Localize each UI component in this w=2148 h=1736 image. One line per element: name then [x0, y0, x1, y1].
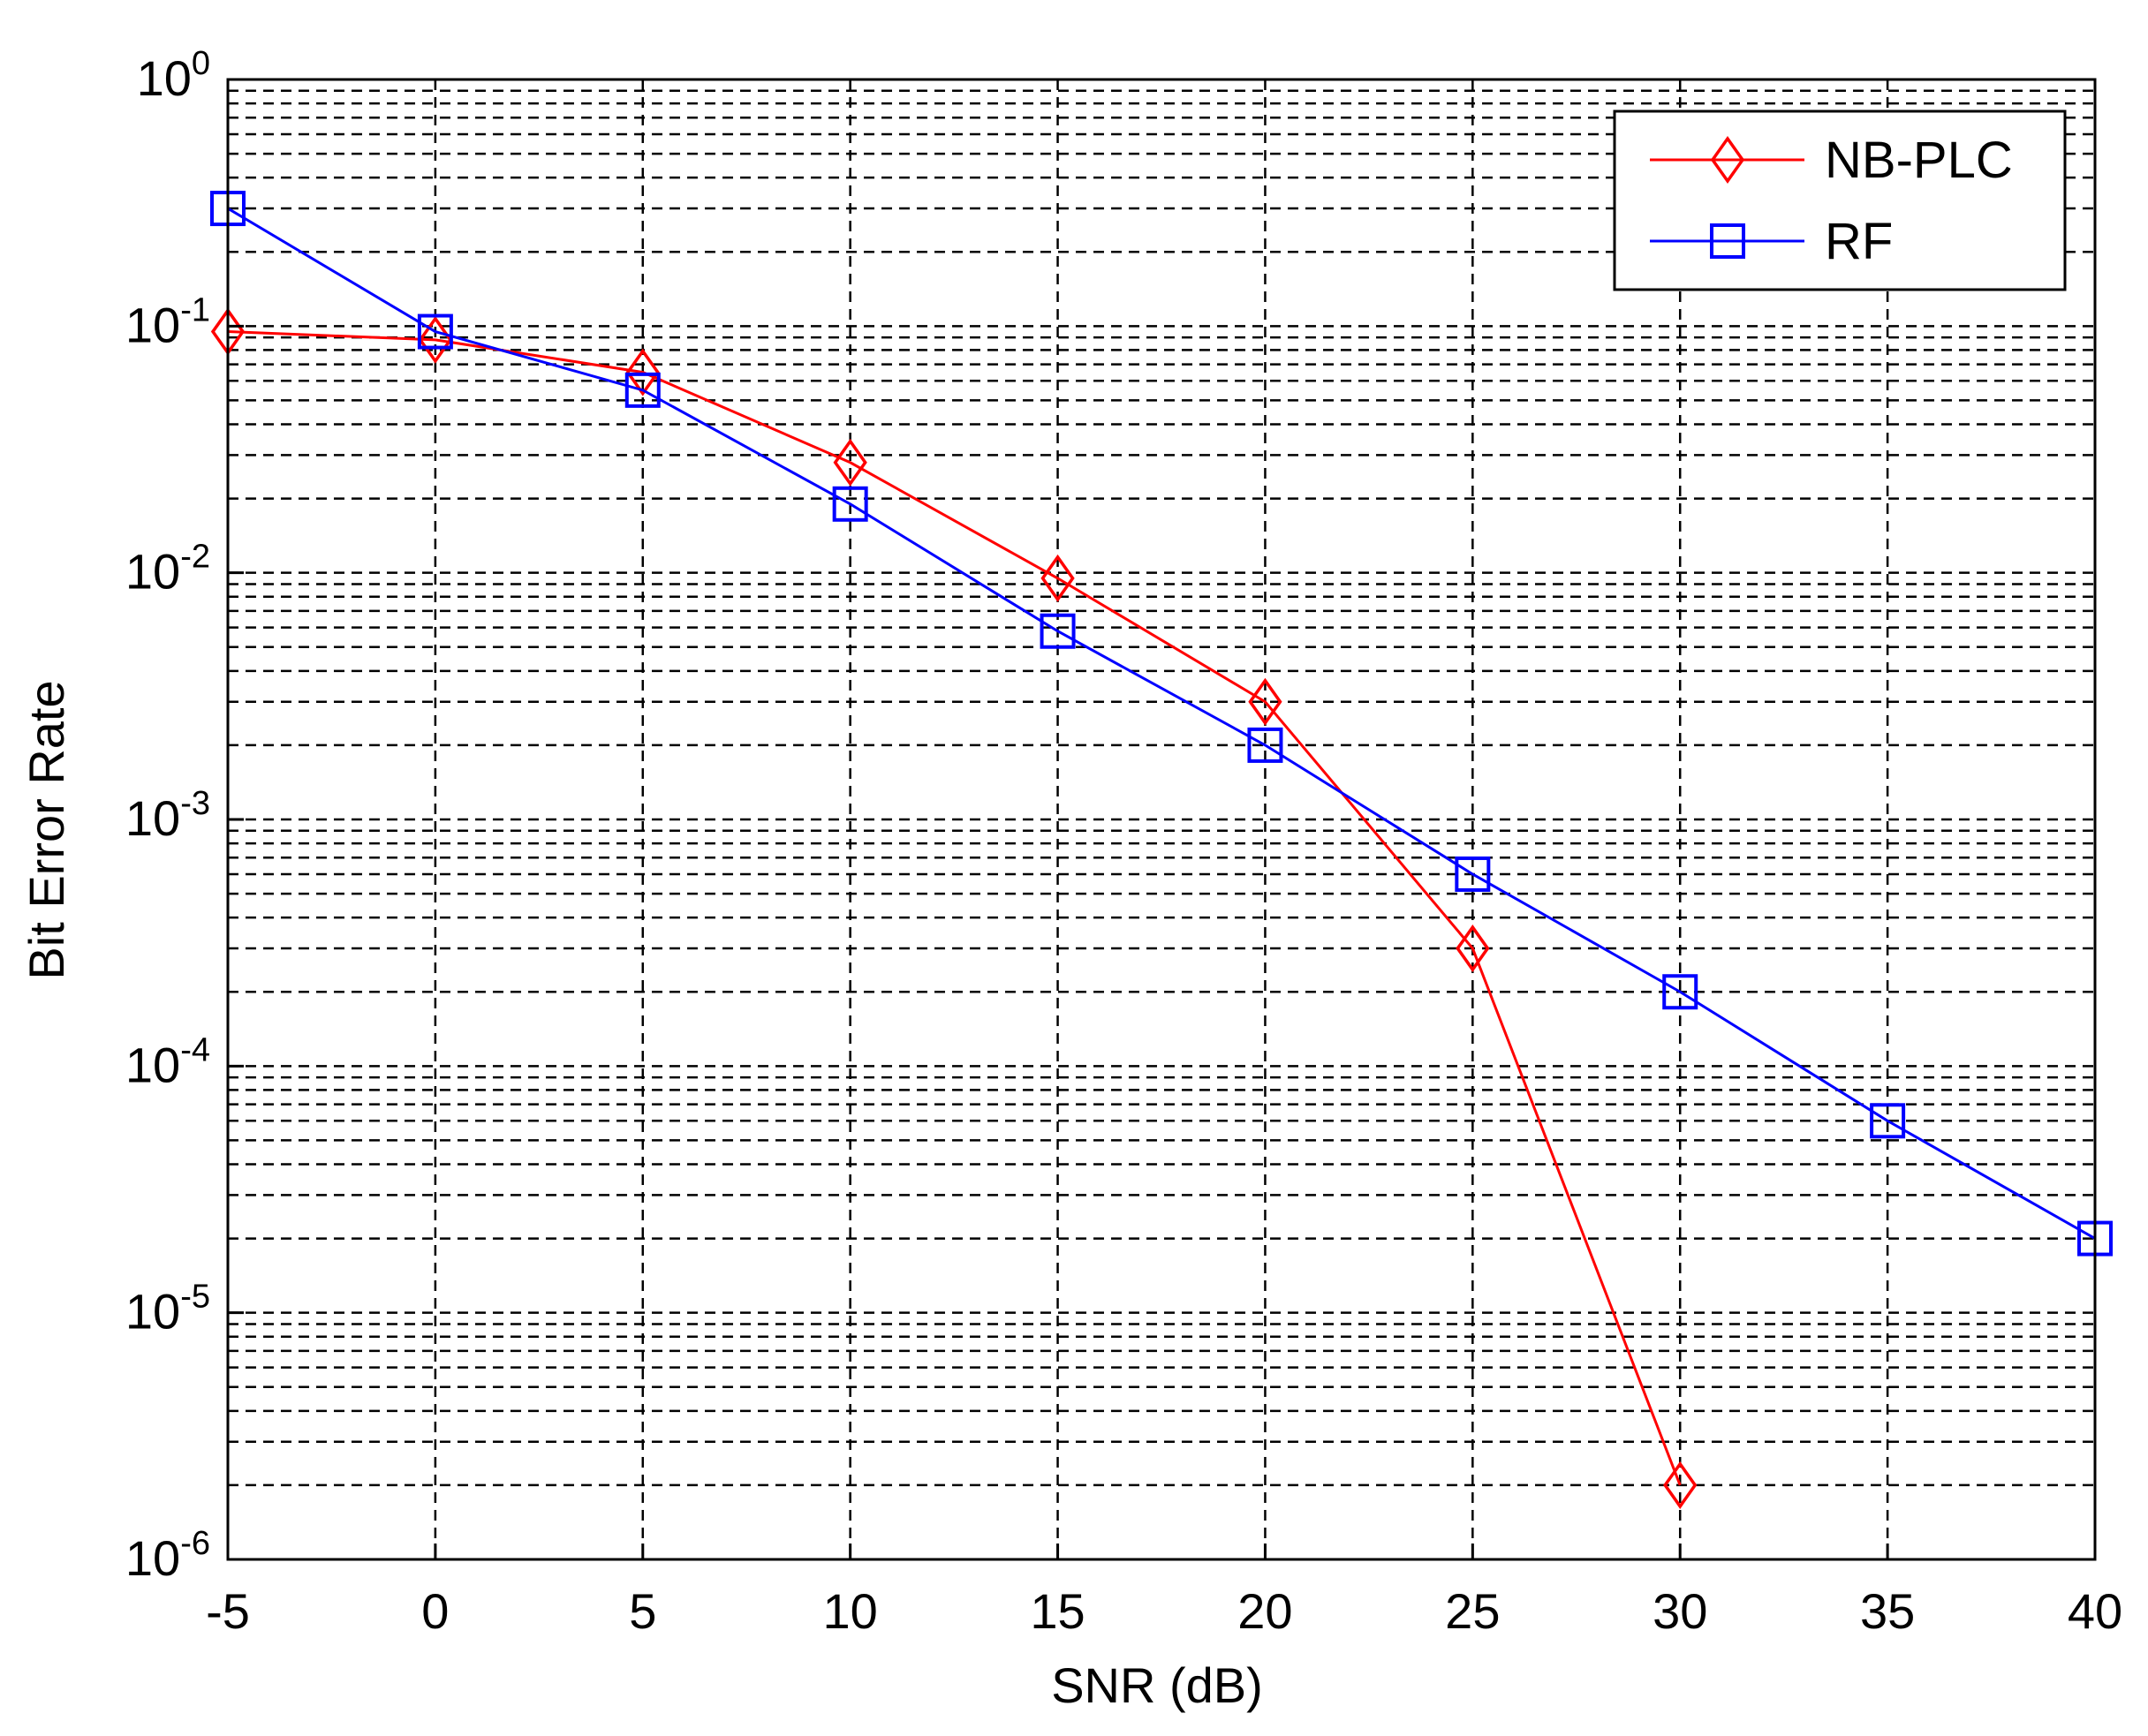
data-point-marker [1040, 613, 1076, 649]
y-tick-label: 10-4 [125, 1031, 210, 1092]
data-point-marker [832, 486, 868, 522]
plot-series [210, 191, 2113, 1509]
x-tick-label: 15 [1030, 1583, 1085, 1639]
axis-ticks: -5 0 5 10 15 20 25 30 35 40 100 10-1 10-2 10-3 10-4 10-… [125, 45, 2122, 1639]
x-tick-label: 25 [1445, 1583, 1500, 1639]
data-point-marker [1870, 1103, 1906, 1139]
data-point-marker [625, 348, 660, 396]
x-tick-label: 40 [2068, 1583, 2122, 1639]
y-tick-label: 10-2 [125, 539, 210, 600]
data-point-marker [1663, 1461, 1698, 1509]
y-tick-label: 10-5 [125, 1279, 210, 1340]
data-point-marker [418, 315, 453, 364]
series-rf [210, 191, 2113, 1257]
y-tick-label: 10-3 [125, 785, 210, 846]
x-tick-label: 10 [823, 1583, 878, 1639]
grid [228, 79, 2095, 1559]
y-tick-label: 10-1 [125, 291, 210, 352]
legend-box [1613, 109, 2067, 291]
series-line [227, 330, 1682, 1486]
legend-label: NB-PLC [1825, 132, 2013, 189]
data-point-marker [417, 313, 453, 350]
data-point-marker [1248, 677, 1282, 726]
x-tick-label: -5 [206, 1583, 250, 1639]
data-point-marker [1040, 554, 1075, 602]
x-tick-label: 5 [629, 1583, 656, 1639]
x-tick-label: 20 [1237, 1583, 1292, 1639]
x-tick-label: 35 [1860, 1583, 1915, 1639]
x-axis-title: SNR (dB) [1051, 1657, 1263, 1713]
legend-marker [1710, 223, 1745, 259]
x-tick-label: 0 [421, 1583, 449, 1639]
legend-marker [1710, 135, 1745, 185]
data-point-marker [624, 372, 661, 408]
data-point-marker [1456, 925, 1490, 973]
data-point-marker [833, 438, 867, 487]
data-point-marker [1662, 974, 1698, 1010]
series-line [227, 207, 2096, 1240]
y-tick-label: 10-6 [125, 1525, 210, 1586]
data-point-marker [1455, 856, 1491, 892]
y-axis-title: Bit Error Rate [19, 680, 74, 979]
x-tick-label: 30 [1653, 1583, 1707, 1639]
series-nb-plc [210, 307, 1698, 1509]
data-point-marker [1247, 727, 1283, 763]
y-tick-label: 100 [137, 45, 210, 106]
legend-label: RF [1825, 213, 1893, 270]
legend: NB-PLC RF [1613, 109, 2067, 291]
